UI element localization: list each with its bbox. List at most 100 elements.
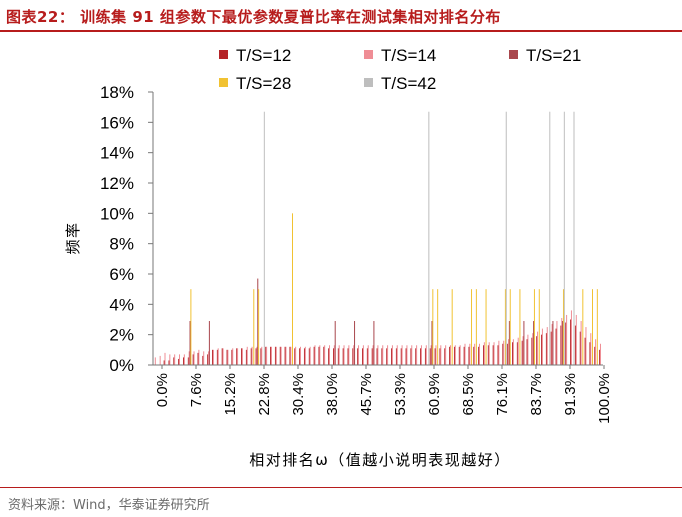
bar-t-s-12-69 [487, 345, 489, 365]
bar-t-s-14-74 [512, 339, 514, 365]
legend-swatch [364, 50, 373, 59]
bar-t-s-12-49 [391, 348, 393, 365]
bar-t-s-14-80 [541, 328, 543, 365]
bar-t-s-12-42 [357, 348, 359, 365]
bar-t-s-42-56 [428, 111, 430, 365]
bar-t-s-14-40 [348, 345, 350, 365]
bar-t-s-12-39 [342, 348, 344, 365]
bar-t-s-12-55 [420, 348, 422, 365]
bar-t-s-12-3 [168, 360, 170, 365]
x-tick-label: 76.1% [494, 373, 511, 416]
bar-t-s-12-57 [429, 348, 431, 365]
bar-t-s-28-78 [533, 289, 535, 365]
bar-t-s-14-18 [241, 348, 243, 365]
bar-t-s-14-36 [329, 345, 331, 365]
bar-t-s-12-19 [245, 349, 247, 365]
bar-t-s-14-70 [493, 342, 495, 365]
bar-t-s-21-76 [523, 321, 525, 365]
bar-t-s-12-37 [333, 348, 334, 365]
bar-t-s-14-51 [401, 345, 403, 365]
bar-t-s-12-22 [260, 348, 262, 365]
bar-t-s-28-28 [292, 213, 293, 365]
bar-t-s-28-84 [562, 289, 564, 365]
bar-t-s-12-7 [187, 357, 189, 365]
bar-t-s-12-18 [241, 348, 243, 365]
bar-t-s-14-75 [517, 337, 519, 365]
bar-t-s-12-2 [163, 360, 165, 365]
bar-t-s-21-78 [533, 321, 535, 365]
bar-t-s-12-84 [560, 325, 562, 365]
bar-t-s-12-44 [366, 348, 368, 365]
bar-t-s-12-54 [415, 348, 417, 365]
bar-t-s-14-5 [179, 354, 181, 365]
bar-t-s-42-86 [573, 111, 575, 365]
bar-t-s-14-3 [169, 354, 171, 365]
bar-t-s-14-39 [343, 345, 345, 365]
x-tick-label: 0.0% [154, 373, 171, 407]
bar-t-s-14-9 [198, 349, 200, 365]
bar-t-s-14-91 [595, 339, 597, 365]
bar-t-s-14-32 [309, 346, 311, 365]
legend-swatch [509, 50, 518, 59]
bar-t-s-12-78 [531, 337, 533, 365]
bar-t-s-12-61 [449, 346, 451, 365]
x-tick-label: 83.7% [528, 373, 545, 416]
bar-t-s-12-68 [483, 345, 484, 365]
bar-t-s-12-83 [555, 328, 557, 365]
bar-t-s-12-58 [434, 348, 436, 365]
bar-t-s-12-10 [202, 355, 204, 365]
bar-t-s-28-90 [592, 289, 593, 365]
y-tick-label: 16% [100, 113, 134, 132]
x-tick-label: 45.7% [358, 373, 375, 416]
x-tick-label: 60.9% [426, 373, 443, 416]
bar-t-s-12-62 [453, 346, 455, 365]
bar-t-s-21-7 [189, 321, 191, 365]
bar-t-s-14-34 [319, 345, 321, 365]
bar-t-s-12-47 [381, 348, 383, 365]
bar-t-s-12-73 [507, 343, 509, 365]
bar-t-s-14-69 [488, 342, 490, 365]
y-axis-title: 频率 [64, 221, 82, 254]
x-axis-title: 相对排名ω（值越小说明表现越好） [249, 451, 511, 469]
bar-t-s-14-35 [324, 345, 326, 365]
y-tick-label: 12% [100, 174, 134, 193]
bar-t-s-42-81 [549, 111, 551, 365]
bar-t-s-28-61 [451, 289, 453, 365]
legend: T/S=12 T/S=14 T/S=21 T/S=28 T/S=42 [219, 46, 581, 93]
bar-t-s-12-79 [536, 336, 538, 365]
bar-t-s-28-75 [519, 289, 521, 365]
bar-t-s-12-50 [395, 348, 397, 365]
bar-t-s-14-2 [164, 352, 166, 365]
bar-t-s-14-8 [193, 351, 195, 365]
bar-t-s-12-24 [270, 346, 272, 365]
chart-figure-title: 图表22： 训练集 91 组参数下最优参数夏普比率在测试集相对排名分布 [6, 8, 501, 26]
bar-t-s-14-92 [599, 343, 601, 365]
bar-t-s-12-32 [308, 348, 310, 365]
bar-t-s-14-33 [314, 345, 316, 365]
bar-t-s-12-60 [444, 348, 446, 365]
bar-t-s-12-8 [192, 354, 194, 365]
x-tick-label: 91.3% [562, 373, 579, 416]
y-tick-label: 2% [109, 326, 134, 345]
bar-t-s-14-11 [208, 351, 210, 365]
bar-t-s-12-15 [226, 349, 228, 365]
bar-t-s-12-29 [294, 348, 296, 365]
bar-t-s-12-31 [303, 348, 305, 365]
bar-t-s-14-24 [270, 346, 272, 365]
legend-swatch [219, 78, 228, 87]
legend-label: T/S=21 [526, 46, 581, 65]
bar-t-s-12-56 [424, 348, 426, 365]
bar-t-s-12-81 [545, 333, 547, 365]
bar-t-s-14-86 [570, 310, 572, 365]
bar-t-s-42-72 [505, 111, 507, 365]
bar-t-s-12-64 [463, 346, 465, 365]
bar-t-s-14-73 [508, 339, 510, 365]
bar-t-s-12-9 [197, 352, 199, 365]
bar-t-s-12-45 [371, 348, 373, 365]
bar-t-s-12-30 [299, 348, 301, 365]
bar-t-s-12-16 [231, 349, 233, 365]
legend-swatch [219, 50, 228, 59]
bar-t-s-21-41 [354, 321, 356, 365]
bar-t-s-14-82 [551, 324, 553, 365]
bar-t-s-12-34 [318, 346, 320, 365]
